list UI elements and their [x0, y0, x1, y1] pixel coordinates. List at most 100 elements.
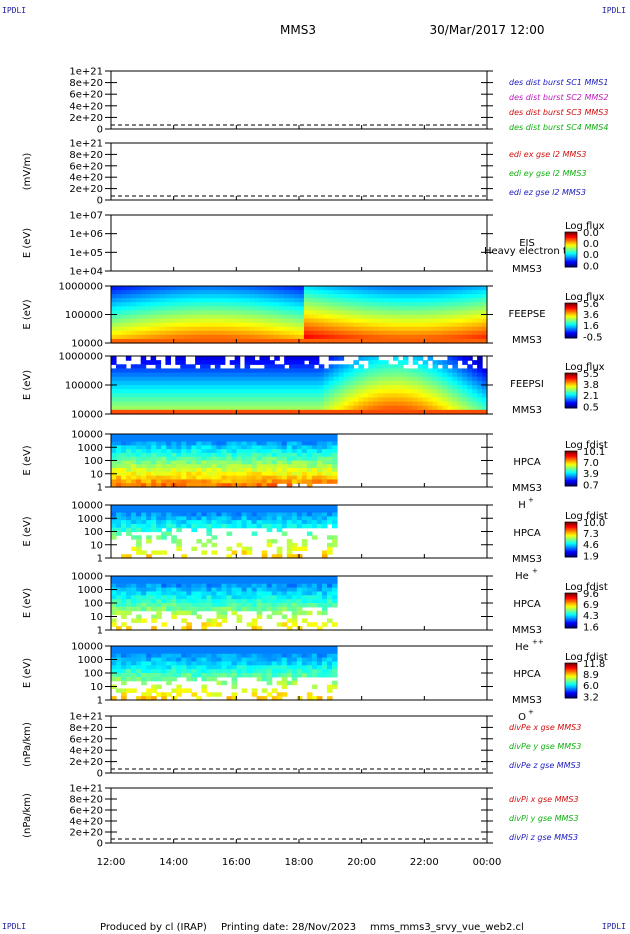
p4-cell	[383, 290, 389, 295]
p8-cell	[181, 579, 187, 585]
p8-cell	[156, 579, 162, 585]
p4-cell	[269, 318, 275, 324]
p6-cell	[221, 456, 228, 462]
p7-ytick-label: 1	[97, 554, 103, 565]
p4-cell	[219, 302, 226, 307]
p7-cell	[111, 535, 117, 540]
p5-cell	[254, 368, 261, 374]
p6-cell	[126, 445, 132, 450]
p7-cell	[286, 505, 293, 510]
p4-cell	[368, 306, 374, 312]
p7-cell	[146, 527, 152, 533]
p5-colorbar-cell	[565, 405, 577, 408]
p7-ytick-label: 10000	[71, 501, 103, 512]
p8-cell	[321, 576, 328, 581]
p7-cell	[171, 516, 177, 521]
p4-cell	[160, 302, 167, 307]
p7-cell	[161, 516, 167, 521]
p4-cell	[402, 298, 409, 303]
p9-cell	[166, 657, 172, 663]
p6-cell	[161, 483, 167, 488]
p4-cell	[472, 302, 478, 307]
p4-cell	[150, 290, 157, 295]
p8-cell	[276, 610, 283, 616]
p5-cell	[180, 405, 186, 411]
p9-cell	[226, 673, 233, 678]
p5-cell	[120, 397, 127, 403]
p8-cell	[301, 576, 308, 581]
p5-cell	[190, 401, 196, 407]
p8-cell	[261, 576, 268, 581]
p4-cell	[284, 306, 290, 312]
p4-cell	[115, 330, 122, 336]
p7-cell	[146, 516, 152, 521]
p8-cell	[256, 595, 263, 600]
p6-cell	[171, 452, 177, 458]
p4-cell	[165, 334, 171, 340]
p6-cell	[131, 471, 137, 477]
p7-cell	[121, 554, 127, 559]
p5-cell	[422, 360, 429, 365]
p9-cell	[236, 665, 243, 670]
p4-cell	[343, 330, 350, 336]
p9-cell	[216, 692, 223, 697]
p5-cell	[343, 397, 350, 403]
p4-cell	[264, 318, 270, 324]
p6-cell	[286, 434, 293, 439]
p7-cell	[196, 512, 202, 517]
p4-cell	[125, 310, 132, 316]
p4-cell	[294, 310, 300, 316]
p8-cell	[251, 576, 258, 581]
p4-cell	[462, 314, 468, 320]
p4-cell	[279, 302, 285, 307]
p4-cell	[358, 310, 364, 316]
p9-cell	[261, 646, 268, 651]
p5-cell	[318, 380, 325, 386]
p8-cell	[111, 591, 117, 596]
p9-cell	[231, 676, 238, 682]
p5-cell	[477, 356, 483, 361]
p4-cell	[160, 338, 167, 344]
p4-cell	[457, 302, 463, 307]
p8-cell	[176, 591, 182, 596]
p9-cell	[331, 669, 338, 674]
p6-colorbar-cell	[565, 480, 577, 483]
p5-cell	[402, 409, 409, 415]
p4-cell	[388, 302, 394, 307]
p7-cell	[146, 523, 152, 529]
p4-cell	[229, 306, 236, 312]
p7-cell	[321, 520, 328, 525]
p7-cell	[156, 535, 162, 540]
p5-cell	[373, 364, 379, 370]
p5-cell	[269, 372, 275, 378]
p6-colorbar-cell	[565, 451, 577, 453]
p4-cell	[338, 286, 345, 291]
p4-cell	[249, 286, 256, 291]
p9-cell	[181, 649, 187, 655]
p3-colorbar-cell	[565, 236, 577, 239]
p4-cell	[239, 306, 246, 312]
p8-cell	[256, 603, 263, 608]
p4-cell	[343, 298, 350, 303]
p9-cell	[246, 673, 253, 678]
p6-cell	[331, 475, 338, 481]
p4-cell	[175, 330, 181, 336]
p5-cell	[150, 376, 157, 382]
p4-cell	[343, 338, 350, 344]
p6-cell	[166, 475, 172, 481]
p8-cell	[191, 591, 197, 596]
p8-cell	[156, 606, 162, 612]
p9-cell	[311, 673, 318, 678]
p8-cell	[236, 576, 243, 581]
p4-cell	[477, 322, 483, 328]
p8-cell	[226, 595, 233, 600]
p5-cell	[195, 397, 201, 403]
p8-colorbar-tick: 9.6	[583, 589, 599, 600]
p5-cell	[353, 360, 359, 365]
p9-cell	[296, 696, 303, 701]
p8-cell	[296, 595, 303, 600]
p5-cell	[353, 397, 359, 403]
p4-cell	[472, 290, 478, 295]
p4-cell	[348, 306, 355, 312]
